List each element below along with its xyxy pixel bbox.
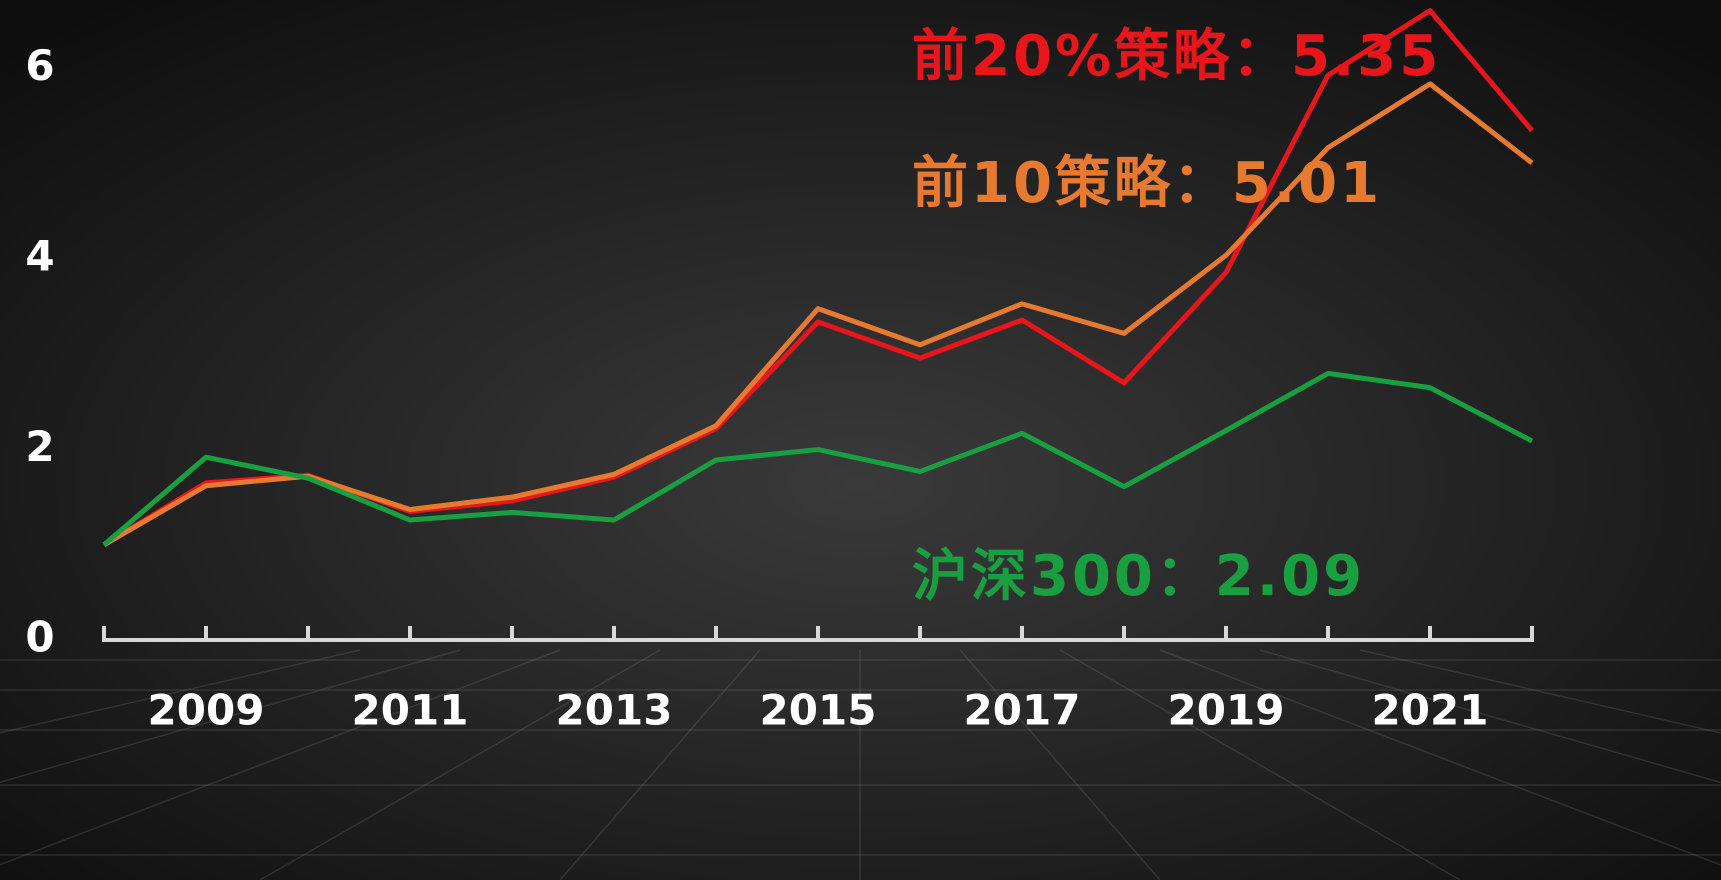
y-tick-label: 2	[25, 422, 54, 471]
annotation: 前20%策略：5.35	[912, 24, 1441, 89]
x-tick-label: 2015	[760, 686, 877, 735]
floor-grid	[0, 649, 1721, 880]
annotation: 沪深300：2.09	[912, 544, 1365, 609]
series-line	[102, 81, 1534, 547]
x-tick-label: 2011	[352, 686, 469, 735]
annotation: 前10策略：5.01	[912, 151, 1382, 216]
series-line	[102, 370, 1534, 547]
x-tick-label: 2021	[1372, 686, 1489, 735]
x-tick-label: 2009	[148, 686, 265, 735]
x-tick-label: 2013	[556, 686, 673, 735]
y-tick-label: 6	[25, 41, 54, 90]
y-tick-label: 4	[25, 232, 54, 281]
y-tick-label: 0	[25, 613, 54, 662]
x-tick-label: 2017	[964, 686, 1081, 735]
x-tick-label: 2019	[1168, 686, 1285, 735]
